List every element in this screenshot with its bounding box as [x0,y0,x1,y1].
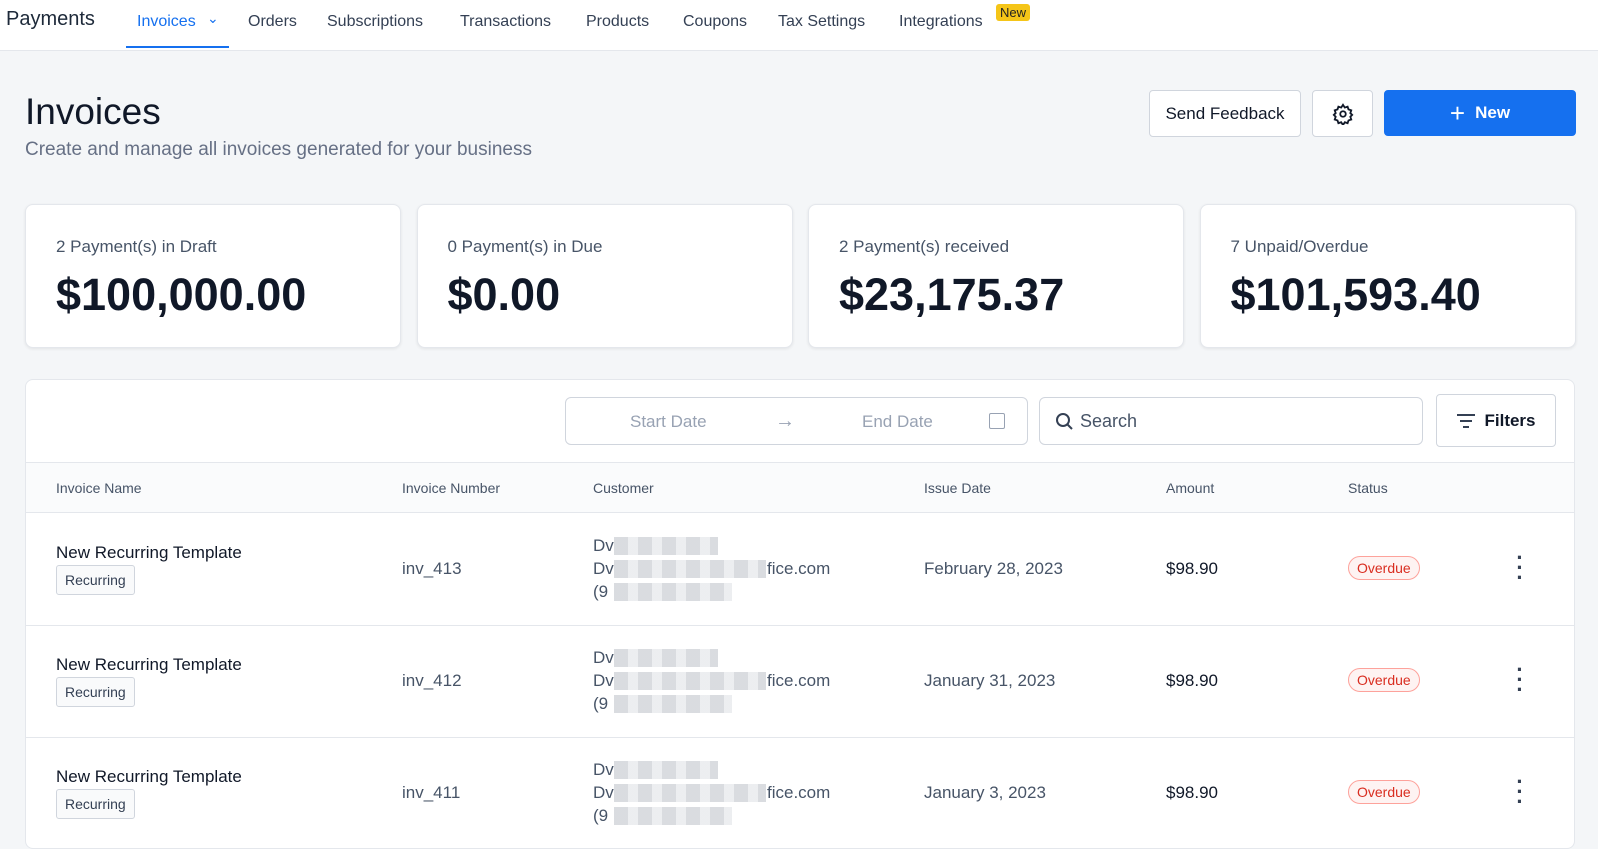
invoice-number: inv_412 [402,671,462,690]
stat-value: $100,000.00 [56,269,307,320]
status-badge: Overdue [1348,556,1420,580]
end-date: End Date [862,412,933,431]
column-header: Invoice Number [402,480,501,496]
stat-card: 0 Payment(s) in Due $0.00 [416,204,793,348]
redaction [614,807,732,825]
row-menu[interactable]: · · · [1516,769,1524,814]
nav-tab[interactable]: Transactions [460,13,551,30]
row-divider [26,625,1574,626]
stat-value: $23,175.37 [839,269,1065,320]
stat-label: 0 Payment(s) in Due [447,237,603,256]
column-header: Status [1348,480,1388,496]
table-header [26,462,1574,513]
nav-tab[interactable]: Orders [248,13,297,30]
customer-email: Dv [593,671,614,690]
row-menu[interactable]: · · · [1516,545,1524,590]
redaction [614,649,718,667]
active-tab-underline [126,46,229,48]
customer-email: Dv [593,559,614,578]
date-range[interactable]: Start Date → End Date [565,397,1028,445]
stat-value: $101,593.40 [1230,269,1481,320]
invoice-name: New Recurring Template [56,767,242,786]
stat-card: 2 Payment(s) received $23,175.37 [808,204,1184,348]
redaction [614,784,766,802]
filter-icon [1457,413,1476,428]
invoice-name: New Recurring Template [56,543,242,562]
recurring-tag: Recurring [56,677,135,707]
stat-value: $0.00 [447,269,561,320]
send-feedback-button[interactable]: Send Feedback [1149,90,1301,137]
filters-button[interactable]: Filters [1436,394,1556,447]
recurring-tag: Recurring [56,565,135,595]
search-placeholder: Search [1080,411,1138,431]
start-date: Start Date [630,412,707,431]
new-button-label: New [1475,103,1511,122]
gear-icon [1332,102,1353,125]
customer-phone: (9 [593,694,609,713]
page-title: Invoices [25,91,161,132]
customer-email-end: fice.com [767,559,831,578]
calendar-icon [989,413,1005,429]
new-button[interactable]: + New [1384,90,1576,136]
issue-date: January 3, 2023 [924,783,1046,802]
customer-email-end: fice.com [767,783,831,802]
redaction [614,560,766,578]
amount: $98.90 [1166,671,1218,690]
top-nav: Payments New Invoices Orders Subscriptions… [0,0,1598,51]
invoice-table-panel: Start Date → End Date Search Filters Inv… [25,379,1575,849]
row-menu[interactable]: · · · [1516,657,1524,702]
redaction [614,672,766,690]
issue-date: February 28, 2023 [924,559,1063,578]
page-subtitle: Create and manage all invoices generated… [25,139,532,160]
amount: $98.90 [1166,559,1218,578]
stat-card: 7 Unpaid/Overdue $101,593.40 [1199,204,1576,348]
redaction [614,695,732,713]
brand: Payments [6,8,95,30]
invoice-number: inv_413 [402,559,462,578]
redaction [614,583,732,601]
customer-phone: (9 [593,806,609,825]
nav-tab[interactable]: Coupons [683,13,748,30]
redaction [614,537,718,555]
redaction [614,761,718,779]
nav-tab[interactable]: Integrations [899,13,983,30]
dropdown-caret[interactable]: ⌄ [207,10,219,26]
amount: $98.90 [1166,783,1218,802]
customer-phone: (9 [593,582,609,601]
stat-label: 2 Payment(s) in Draft [56,237,217,256]
stat-label: 2 Payment(s) received [839,237,1010,256]
stat-label: 7 Unpaid/Overdue [1230,237,1369,256]
recurring-tag: Recurring [56,789,135,819]
nav-tab[interactable]: Subscriptions [327,13,424,30]
nav-tab[interactable]: Products [586,13,650,30]
invoice-name: New Recurring Template [56,655,242,674]
filters-label: Filters [1484,410,1536,430]
new-badge: New [996,4,1031,21]
column-header: Invoice Name [56,480,142,496]
nav-tab[interactable]: Invoices [137,13,196,30]
search-input[interactable]: Search [1039,397,1423,445]
settings-button[interactable] [1312,90,1373,137]
customer-email: Dv [593,783,614,802]
invoice-number: inv_411 [402,783,461,802]
arrow: → [775,410,795,432]
issue-date: January 31, 2023 [924,671,1056,690]
customer-email-end: fice.com [767,671,831,690]
column-header: Issue Date [924,480,991,496]
plus-icon: + [1449,97,1466,128]
search-icon [1056,413,1073,430]
row-divider [26,737,1574,738]
status-badge: Overdue [1348,780,1420,804]
customer-name: Dv [593,760,614,779]
stat-card: 2 Payment(s) in Draft $100,000.00 [25,204,401,348]
nav-tab[interactable]: Tax Settings [778,13,866,30]
customer-name: Dv [593,648,614,667]
status-badge: Overdue [1348,668,1420,692]
customer-name: Dv [593,536,614,555]
column-header: Customer [593,480,654,496]
column-header: Amount [1166,480,1215,496]
